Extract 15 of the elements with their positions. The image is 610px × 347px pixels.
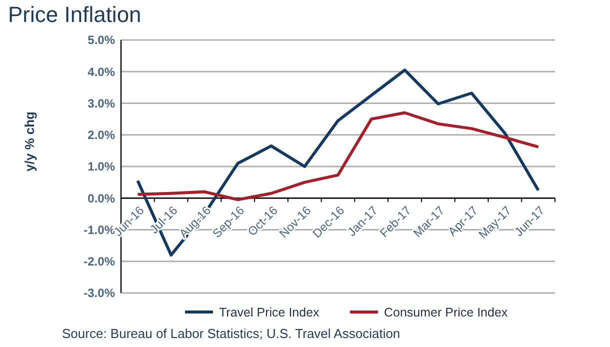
legend-label: Travel Price Index [219, 305, 320, 320]
y-tick-label: -1.0% [84, 222, 116, 237]
legend-label: Consumer Price Index [384, 305, 508, 320]
y-tick-label: 2.0% [88, 128, 116, 142]
y-tick-label: 0.0% [88, 191, 116, 206]
source-note: Source: Bureau of Labor Statistics; U.S. Travel Association [62, 326, 400, 341]
y-axis-title: y/y % chg [22, 111, 37, 172]
y-tick-label: -2.0% [84, 254, 116, 269]
y-tick-label: 5.0% [88, 33, 116, 48]
line-series [136, 111, 540, 202]
y-tick-label: -3.0% [84, 286, 116, 300]
y-tick-label: 1.0% [88, 160, 116, 174]
y-tick-label: 3.0% [88, 96, 116, 110]
chart-title: Price Inflation [8, 2, 142, 27]
y-tick-label: 4.0% [88, 64, 116, 79]
